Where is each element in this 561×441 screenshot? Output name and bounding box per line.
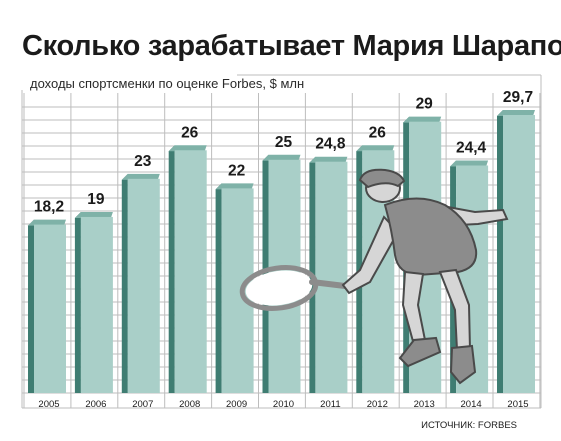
x-tick-labels-group: 2005 2006 2007 2008 2009 2010 2011 2012 2013 2014… bbox=[38, 399, 528, 410]
bar-top bbox=[168, 145, 207, 152]
bar-top bbox=[28, 219, 66, 226]
chart-frame bbox=[21, 74, 542, 409]
chart-title: Сколько зарабатывает Мария Шарапова bbox=[22, 30, 561, 62]
bar bbox=[309, 156, 348, 393]
bar-side bbox=[28, 219, 34, 393]
bar-face bbox=[503, 115, 535, 393]
bar bbox=[121, 173, 160, 393]
bar-top bbox=[215, 183, 254, 190]
x-tick-label: 2014 bbox=[461, 399, 482, 410]
bar-top bbox=[262, 154, 301, 161]
bar-top bbox=[309, 156, 348, 163]
bar-face bbox=[34, 224, 66, 393]
x-tick-label: 2006 bbox=[85, 399, 106, 410]
bar-side bbox=[497, 110, 503, 393]
x-tick-label: 2005 bbox=[38, 399, 59, 410]
x-tick-label: 2015 bbox=[507, 399, 528, 410]
bar-value-label: 22 bbox=[228, 162, 245, 179]
bar-face bbox=[315, 161, 348, 393]
x-tick-label: 2007 bbox=[132, 399, 153, 410]
bar-top bbox=[121, 173, 160, 180]
bar-value-label: 29 bbox=[416, 96, 434, 113]
bar-value-label: 25 bbox=[275, 134, 293, 151]
x-tick-label: 2010 bbox=[273, 399, 294, 410]
bar-value-label: 24,4 bbox=[456, 140, 487, 157]
bar-face bbox=[127, 178, 160, 393]
bar-top bbox=[74, 211, 113, 218]
bar-side bbox=[215, 183, 222, 393]
bar-top bbox=[356, 145, 395, 152]
bar-value-label: 26 bbox=[369, 124, 387, 141]
bar-side bbox=[74, 211, 81, 393]
bar-top bbox=[497, 110, 535, 116]
bar bbox=[168, 145, 207, 393]
chart-subtitle: доходы спортсменки по оценке Forbes, $ м… bbox=[30, 76, 304, 91]
bar-side bbox=[168, 145, 175, 393]
bar-value-label: 19 bbox=[87, 191, 105, 208]
bar-top bbox=[403, 116, 442, 123]
x-tick-label: 2012 bbox=[367, 399, 388, 410]
bar-value-label: 29,7 bbox=[503, 89, 533, 106]
bar-face bbox=[174, 150, 207, 393]
bar-value-label: 24,8 bbox=[315, 136, 346, 153]
bar bbox=[28, 219, 66, 393]
bar-top bbox=[450, 160, 489, 167]
bar bbox=[497, 110, 535, 393]
x-tick-label: 2008 bbox=[179, 399, 200, 410]
bar-side bbox=[121, 173, 128, 393]
bar-value-label: 23 bbox=[134, 153, 152, 170]
bar-face bbox=[80, 216, 113, 393]
tennis-player-illustration bbox=[239, 168, 509, 385]
value-labels-group: 18,2 19 23 26 22 25 24,8 26 29 24,4 29,7 bbox=[34, 89, 533, 216]
x-tick-label: 2011 bbox=[320, 399, 340, 410]
bar-value-label: 26 bbox=[181, 124, 199, 141]
x-tick-label: 2013 bbox=[414, 399, 435, 410]
source-note: ИСТОЧНИК: FORBES bbox=[421, 420, 517, 431]
x-tick-label: 2009 bbox=[226, 399, 247, 410]
bar-value-label: 18,2 bbox=[34, 199, 64, 216]
bar bbox=[74, 211, 113, 393]
